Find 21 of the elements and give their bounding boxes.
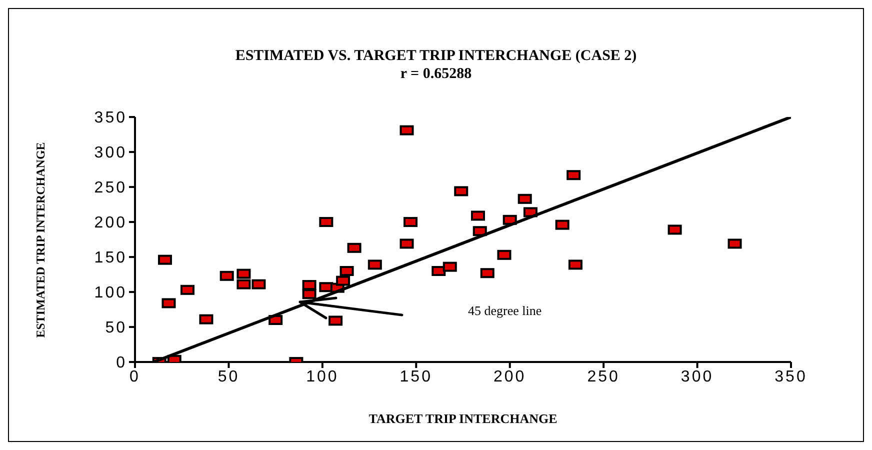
annotation: 45 degree line bbox=[468, 303, 542, 319]
x-tick-label: 350 bbox=[774, 368, 808, 386]
x-axis-title: TARGET TRIP INTERCHANGE bbox=[368, 411, 558, 427]
y-tick-label: 300 bbox=[94, 144, 127, 162]
x-tick-label: 300 bbox=[680, 368, 714, 386]
x-tick-label: 0 bbox=[130, 368, 140, 386]
x-tick-label: 50 bbox=[218, 368, 240, 386]
y-tick-label: 200 bbox=[94, 214, 127, 232]
x-tick-label: 250 bbox=[587, 368, 620, 386]
x-tick-label: 200 bbox=[494, 368, 526, 386]
y-tick-label: 50 bbox=[105, 320, 127, 337]
y-axis-title: ESTIMATED TRIP INTERCHANGE bbox=[34, 142, 48, 338]
x-tick-label: 100 bbox=[306, 368, 339, 386]
y-tick-label: 150 bbox=[94, 250, 127, 267]
x-tick-label: 150 bbox=[400, 368, 432, 386]
chart-title: ESTIMATED VS. TARGET TRIP INTERCHANGE (CASE 2) bbox=[234, 47, 638, 65]
y-tick-label: 250 bbox=[94, 180, 127, 197]
y-tick-label: 350 bbox=[94, 110, 127, 127]
y-tick-label: 100 bbox=[94, 284, 127, 302]
chart-subtitle: r = 0.65288 bbox=[399, 65, 473, 83]
y-tick-label: 0 bbox=[116, 354, 127, 372]
